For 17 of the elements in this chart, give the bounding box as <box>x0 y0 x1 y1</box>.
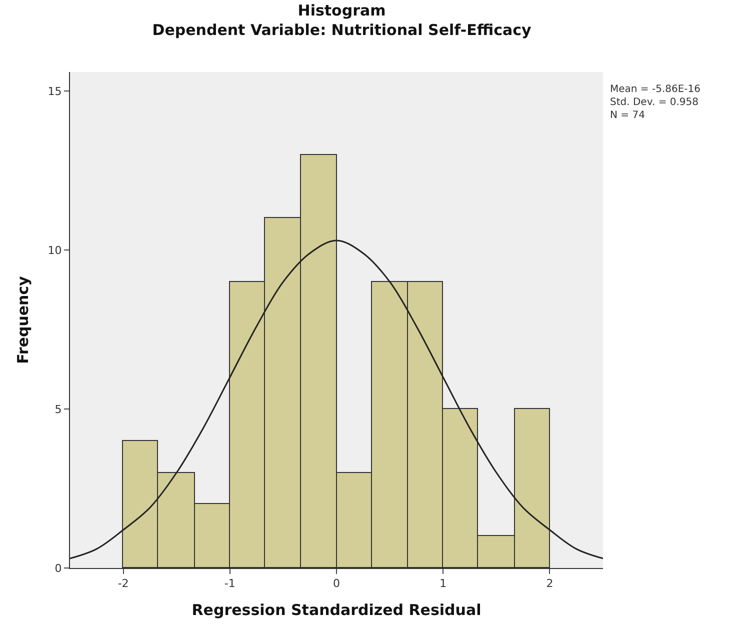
x-tick-label: 0 <box>333 577 340 590</box>
y-tick-label: 5 <box>54 402 62 416</box>
x-tick-label: 2 <box>546 577 554 590</box>
text: Mean = -5.86E-16 <box>610 84 701 95</box>
x-tick-label: 1 <box>440 577 447 590</box>
y-tick-label: 0 <box>54 562 62 575</box>
y-axis-title: Frequency <box>14 276 32 364</box>
text: Std. Dev. = 0.958 <box>610 97 699 108</box>
y-tick-label: 15 <box>48 84 62 98</box>
x-tick-label: -1 <box>224 577 236 590</box>
y-tick-label: 10 <box>48 244 62 257</box>
chart-title: Histogram <box>298 2 386 20</box>
line-series <box>70 240 603 560</box>
text: N = 74 <box>610 110 645 121</box>
x-tick-label: -2 <box>118 577 129 590</box>
x-axis-title: Regression Standardized Residual <box>192 601 482 620</box>
chart-subtitle: Dependent Variable: Nutritional Self-Efficacy <box>152 21 532 40</box>
